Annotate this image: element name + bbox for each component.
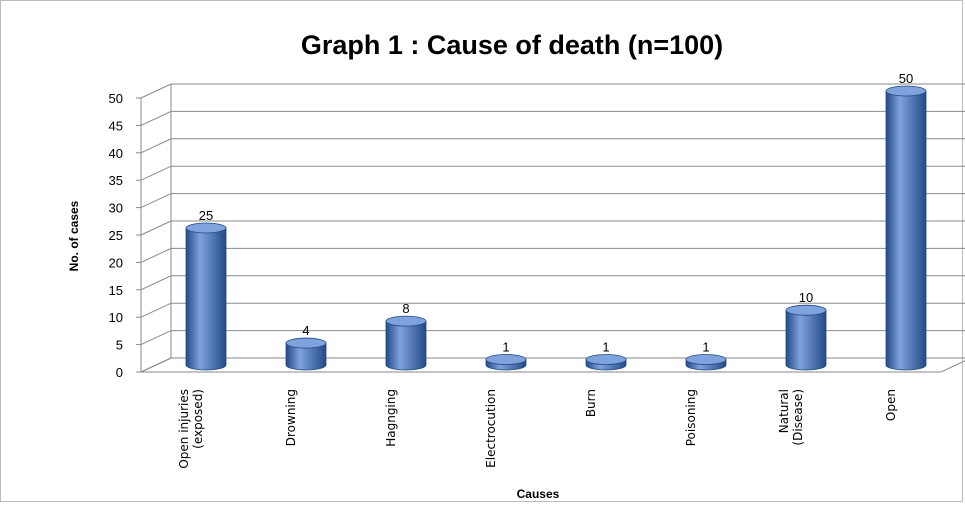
gridline — [140, 138, 965, 154]
data-label: 25 — [199, 208, 213, 223]
bars — [185, 85, 927, 371]
y-tick-label: 0 — [116, 365, 123, 380]
y-tick-label: 35 — [109, 173, 123, 188]
category-label: Poisoning — [684, 389, 698, 446]
bar — [385, 315, 427, 371]
gridline — [140, 83, 965, 99]
bar — [285, 337, 327, 371]
category-label: Hagnging — [384, 389, 398, 447]
data-label: 4 — [302, 323, 309, 338]
x-axis-title: Causes — [517, 487, 560, 501]
y-tick-label: 45 — [109, 118, 123, 133]
gridline — [140, 193, 965, 209]
bar — [485, 354, 527, 371]
data-label: 1 — [502, 340, 509, 355]
bar — [585, 354, 627, 371]
data-label: 1 — [702, 340, 709, 355]
gridline — [140, 275, 965, 291]
bar — [185, 222, 227, 371]
data-label: 1 — [602, 340, 609, 355]
y-tick-label: 5 — [116, 338, 123, 353]
data-label: 50 — [899, 71, 913, 86]
category-label: Natural(Disease) — [777, 389, 805, 446]
bar — [785, 304, 827, 371]
gridline — [140, 110, 965, 126]
y-tick-label: 25 — [109, 228, 123, 243]
gridlines — [140, 83, 965, 373]
gridline — [140, 302, 965, 318]
bar — [885, 85, 927, 371]
y-axis-ticks: 0 5 10 15 20 25 30 35 40 45 50 — [109, 91, 141, 380]
y-tick-label: 10 — [109, 310, 123, 325]
gridline — [140, 357, 965, 373]
data-labels: 25 4 8 1 1 1 10 50 — [199, 71, 913, 355]
chart-title: Graph 1 : Cause of death (n=100) — [301, 30, 723, 60]
data-label: 10 — [799, 290, 813, 305]
y-tick-label: 50 — [109, 91, 123, 106]
category-label: Burn — [584, 389, 598, 417]
y-tick-label: 15 — [109, 283, 123, 298]
y-tick-label: 20 — [109, 255, 123, 270]
bar — [685, 354, 727, 371]
x-axis-categories: Open injuries(exposed) Drowning Hagnging El… — [177, 389, 898, 469]
data-label: 8 — [402, 301, 409, 316]
category-label: Open injuries(exposed) — [177, 389, 205, 469]
gridline — [140, 220, 965, 236]
gridline — [140, 330, 965, 346]
y-tick-label: 30 — [109, 201, 123, 216]
category-label: Electrocution — [484, 389, 498, 468]
category-label: Drowning — [284, 389, 298, 446]
chart-floor — [140, 357, 965, 373]
category-label: Open — [884, 389, 898, 421]
gridline — [140, 247, 965, 263]
gridline — [140, 165, 965, 181]
y-tick-label: 40 — [109, 146, 123, 161]
y-axis-title: No. of cases — [67, 200, 81, 271]
